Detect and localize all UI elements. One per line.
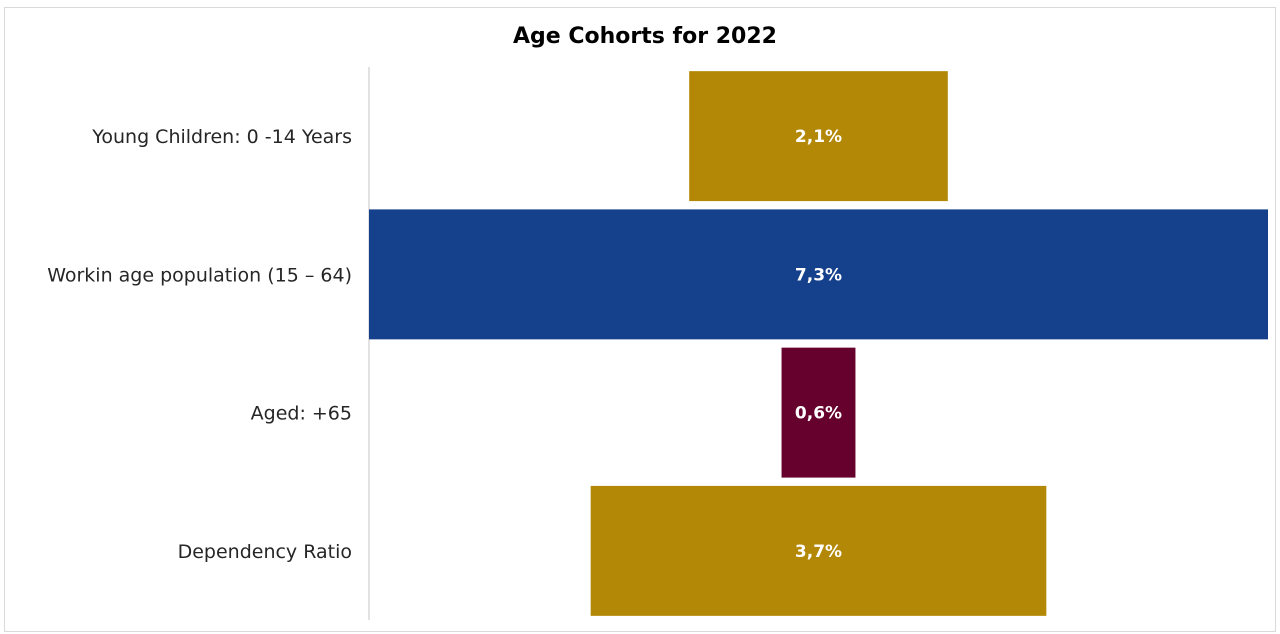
data-label-3: 3,7%: [795, 542, 842, 562]
category-label-0: Young Children: 0 -14 Years: [91, 126, 352, 148]
data-label-1: 7,3%: [795, 265, 842, 285]
bar-3: [590, 485, 1047, 616]
bar-1: [369, 209, 1268, 340]
category-label-1: Workin age population (15 – 64): [47, 264, 352, 286]
chart-title: Age Cohorts for 2022: [513, 24, 777, 49]
category-label-2: Aged: +65: [251, 403, 352, 425]
category-label-3: Dependency Ratio: [178, 541, 352, 563]
bar-0: [689, 71, 948, 202]
data-label-2: 0,6%: [795, 404, 842, 424]
bar-2: [781, 347, 856, 478]
data-label-0: 2,1%: [795, 127, 842, 147]
